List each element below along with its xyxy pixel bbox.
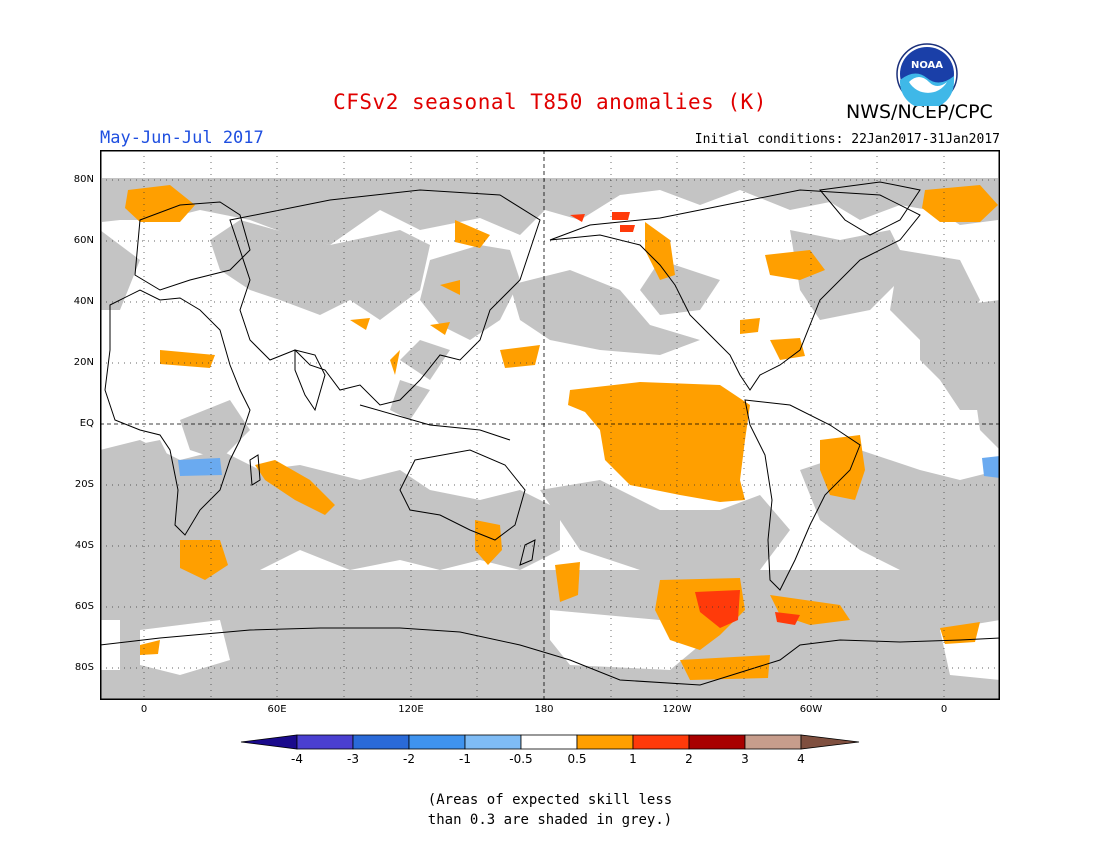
lat-label-20s: 20S (74, 479, 94, 490)
legend-swatch (408, 734, 466, 750)
legend-label: 4 (797, 752, 805, 766)
map-title: CFSv2 seasonal T850 anomalies (K) (333, 90, 767, 114)
initial-conditions-label: Initial conditions: 22Jan2017-31Jan2017 (694, 132, 1000, 147)
lon-label-120e: 120E (398, 704, 424, 715)
lat-label-40n: 40N (73, 296, 94, 307)
lon-label-0: 0 (140, 704, 148, 715)
lon-label-0-east: 0 (940, 704, 948, 715)
color-legend-bar (240, 734, 860, 750)
skill-note-line1: (Areas of expected skill less (427, 792, 673, 808)
equator-and-dateline (100, 150, 1000, 700)
lat-label-80n: 80N (73, 174, 94, 185)
anomaly-1-2-areas (570, 212, 800, 628)
agency-label: NWS/NCEP/CPC (846, 101, 993, 123)
lat-label-20n: 20N (73, 357, 94, 368)
noaa-logo-text: NOAA (911, 60, 943, 71)
legend-label: 0.5 (567, 752, 587, 766)
gridlines (100, 150, 1000, 700)
legend-arrow-high (800, 734, 860, 750)
legend-label: -3 (347, 752, 359, 766)
lon-label-60w: 60W (799, 704, 823, 715)
anomaly-map (100, 150, 1000, 700)
lon-label-180: 180 (534, 704, 554, 715)
legend-label: -2 (403, 752, 415, 766)
skill-note-line2: than 0.3 are shaded in grey.) (427, 812, 673, 828)
coastlines (100, 181, 1000, 686)
legend-swatch (464, 734, 522, 750)
lat-label-eq: EQ (79, 418, 94, 429)
legend-label: 2 (685, 752, 693, 766)
lon-label-60e: 60E (267, 704, 287, 715)
legend-label: -0.5 (509, 752, 533, 766)
lat-label-60n: 60N (73, 235, 94, 246)
legend-swatch (744, 734, 802, 750)
lat-label-60s: 60S (74, 601, 94, 612)
map-frame (100, 150, 1000, 700)
lat-label-40s: 40S (74, 540, 94, 551)
legend-label: -1 (459, 752, 471, 766)
legend-label: 3 (741, 752, 749, 766)
legend-swatch (352, 734, 410, 750)
lat-label-80s: 80S (74, 662, 94, 673)
legend-label: -4 (291, 752, 303, 766)
noaa-logo: NOAA (896, 43, 958, 106)
legend-swatch (632, 734, 690, 750)
legend-swatch (296, 734, 354, 750)
season-label: May-Jun-Jul 2017 (100, 128, 264, 148)
legend-swatch (520, 734, 578, 750)
legend-arrow-low (240, 734, 298, 750)
legend-swatch (576, 734, 634, 750)
lon-label-120w: 120W (662, 704, 692, 715)
legend-swatch (688, 734, 746, 750)
legend-label: 1 (629, 752, 637, 766)
